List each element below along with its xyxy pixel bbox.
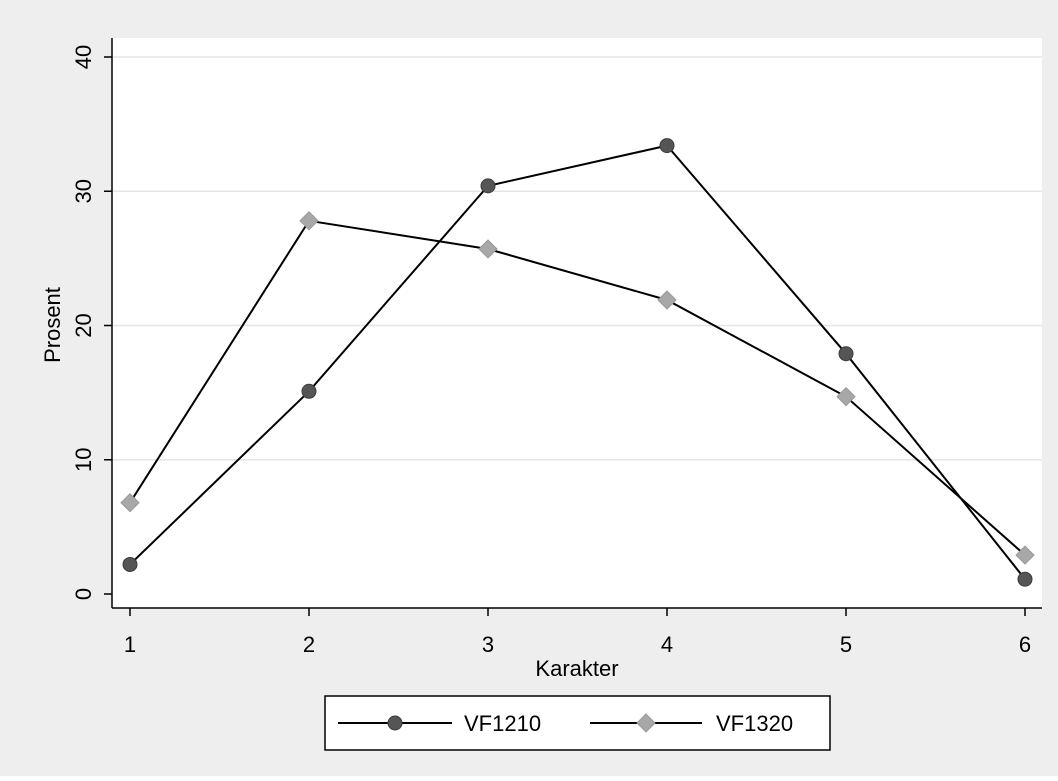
grid-lines — [112, 56, 1042, 461]
y-tick-label: 10 — [71, 448, 96, 472]
data-markers — [120, 138, 1035, 587]
y-axis-title: Prosent — [40, 287, 65, 363]
data-point-series-1 — [122, 556, 138, 572]
legend-marker-2 — [636, 713, 656, 733]
data-point-series-2 — [478, 239, 498, 259]
x-axis-title: Karakter — [535, 656, 618, 681]
legend-label-2: VF1320 — [716, 711, 793, 736]
x-tick-label: 2 — [303, 632, 315, 657]
series-lines — [129, 144, 1026, 580]
plot-area — [112, 38, 1042, 608]
data-point-series-1 — [301, 383, 317, 399]
data-point-series-1 — [659, 138, 675, 154]
data-point-series-2 — [1015, 545, 1035, 565]
y-tick-label: 0 — [71, 588, 96, 600]
y-tick-label: 40 — [71, 45, 96, 69]
x-tick-label: 3 — [482, 632, 494, 657]
y-tick-label: 20 — [71, 313, 96, 337]
data-point-series-2 — [299, 211, 319, 231]
x-tick-label: 1 — [124, 632, 136, 657]
data-point-series-1 — [480, 178, 496, 194]
x-tick-label: 5 — [840, 632, 852, 657]
y-tick-label: 30 — [71, 179, 96, 203]
x-tick-label: 6 — [1019, 632, 1031, 657]
axes: 0 10 20 30 40 1 2 3 4 5 6 — [71, 38, 1042, 657]
legend-marker-1 — [387, 715, 403, 731]
series-line-2 — [129, 219, 1026, 556]
legend: VF1210 VF1320 — [324, 695, 831, 751]
x-tick-label: 4 — [661, 632, 673, 657]
series-line-1 — [129, 144, 1026, 580]
data-point-series-1 — [838, 346, 854, 362]
legend-label-1: VF1210 — [464, 711, 541, 736]
data-point-series-2 — [836, 386, 856, 407]
data-point-series-1 — [1017, 571, 1033, 587]
data-point-series-2 — [657, 290, 677, 310]
data-point-series-2 — [120, 493, 140, 513]
